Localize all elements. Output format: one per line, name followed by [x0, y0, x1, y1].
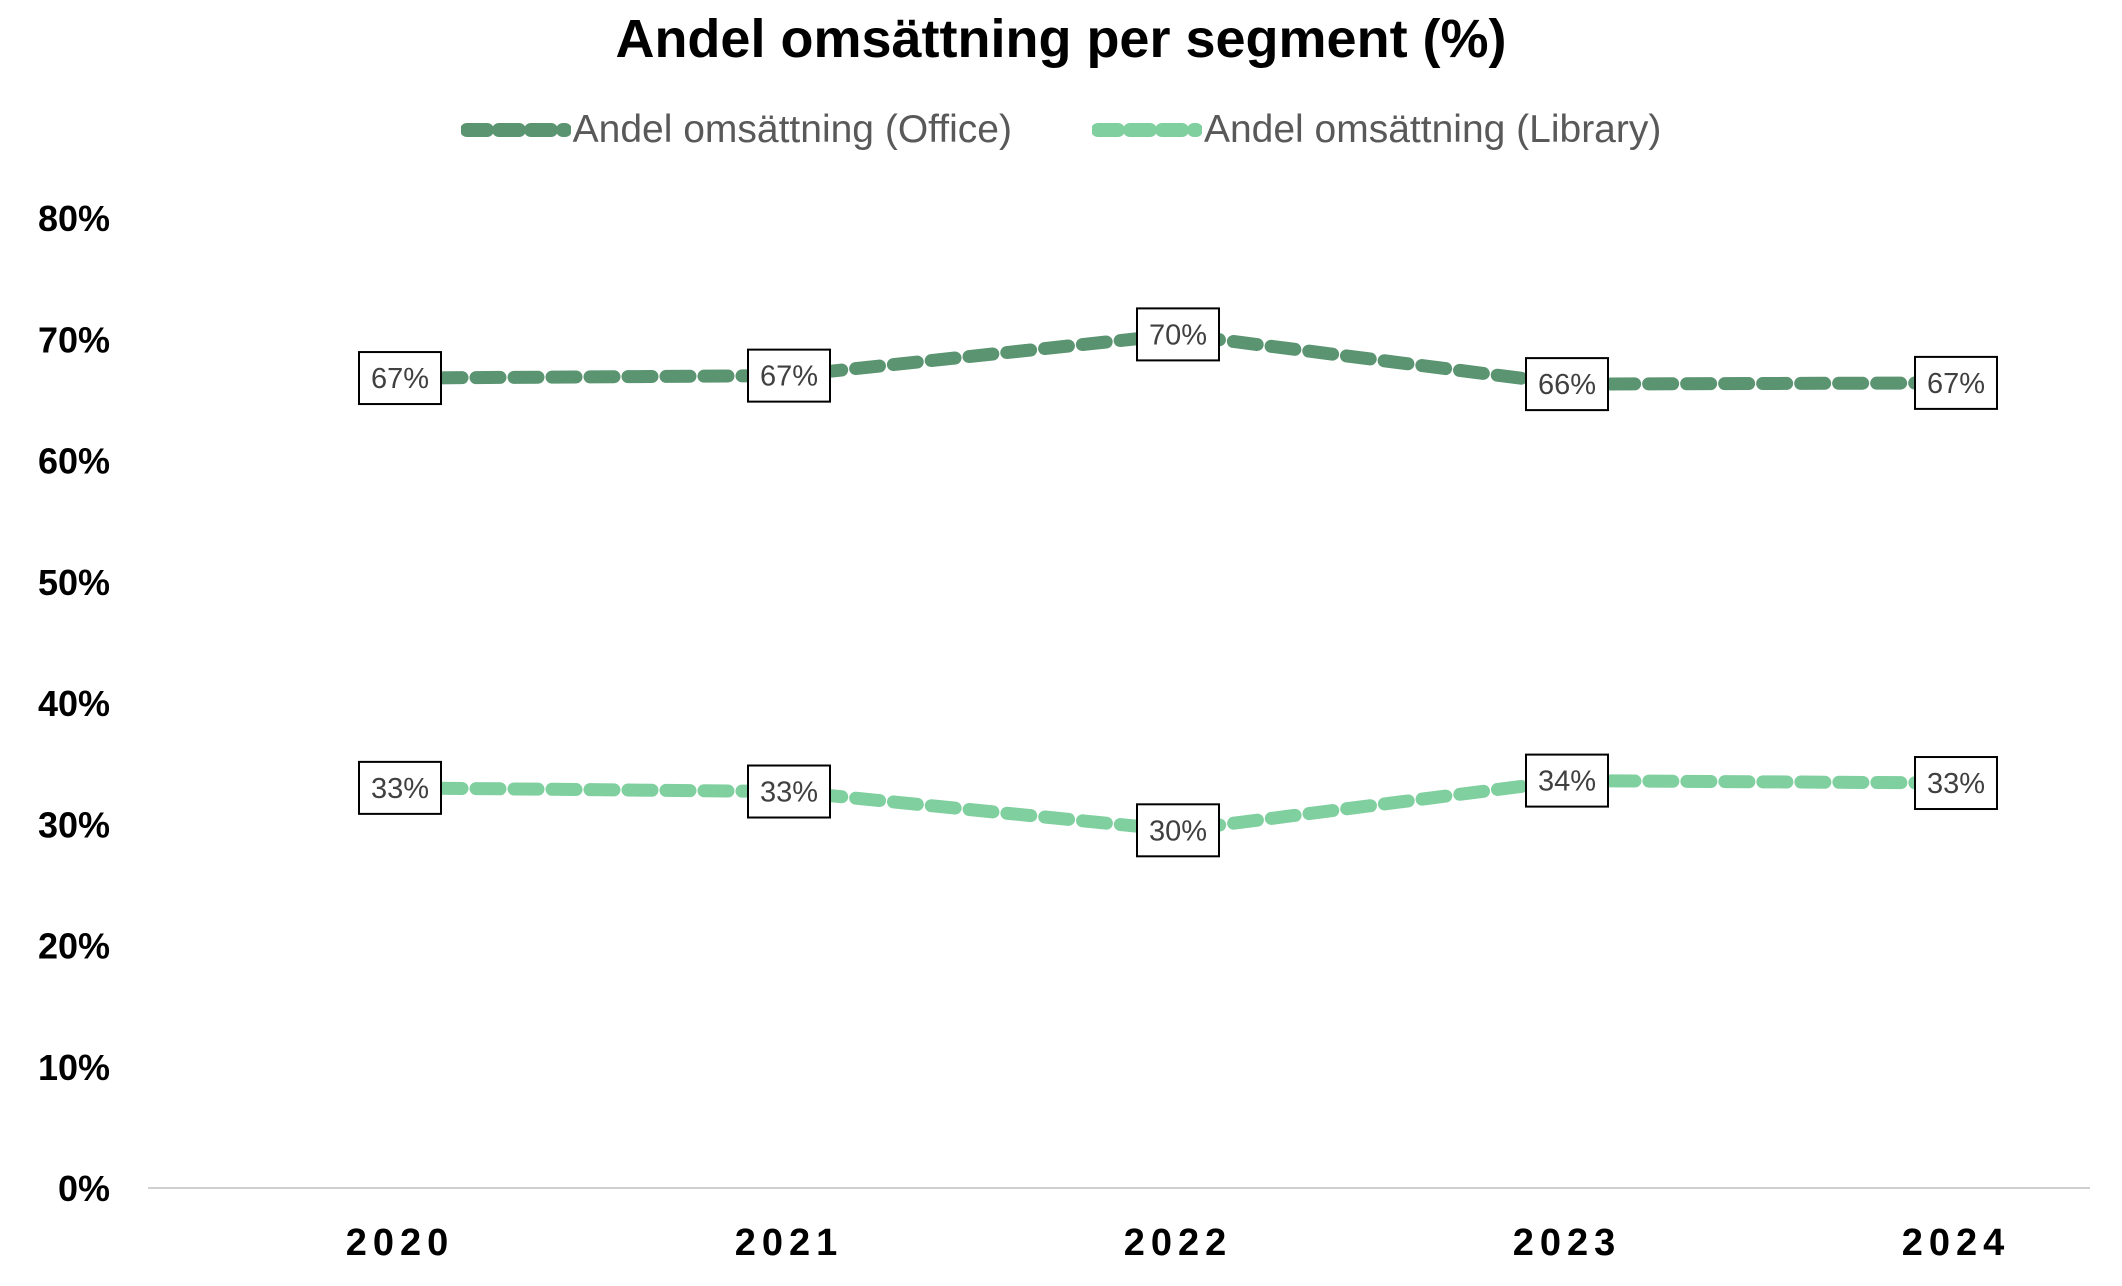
data-label: 67% — [1927, 368, 1985, 400]
y-tick-label: 30% — [38, 804, 110, 845]
data-label-box — [1136, 307, 1220, 362]
data-label: 66% — [1538, 369, 1596, 401]
data-label-box — [1525, 753, 1609, 808]
data-label: 30% — [1149, 815, 1207, 847]
legend-item-office: Andel omsättning (Office) — [460, 108, 1012, 152]
data-label-box — [1914, 756, 1998, 811]
x-tick-label: 2023 — [1513, 1222, 1622, 1264]
chart-legend: Andel omsättning (Office) Andel omsättni… — [0, 108, 2122, 152]
y-tick-label: 80% — [38, 198, 110, 239]
data-label-box — [747, 764, 831, 819]
y-tick-label: 70% — [38, 319, 110, 360]
legend-label-library: Andel omsättning (Library) — [1203, 108, 1662, 151]
data-label-box — [358, 760, 442, 815]
data-label-box — [1525, 357, 1609, 412]
legend-swatch-library — [1091, 123, 1202, 137]
chart-title: Andel omsättning per segment (%) — [615, 9, 1507, 69]
data-label: 34% — [1538, 766, 1596, 798]
data-label-box — [1136, 803, 1220, 858]
data-label: 70% — [1149, 319, 1207, 351]
data-label-box — [358, 351, 442, 406]
data-label: 33% — [760, 777, 818, 809]
data-label-box — [747, 348, 831, 403]
data-label-box — [1914, 355, 1998, 410]
y-tick-label: 10% — [38, 1047, 110, 1088]
data-label: 67% — [760, 361, 818, 393]
y-tick-label: 20% — [38, 926, 110, 967]
x-tick-label: 2021 — [735, 1222, 844, 1264]
data-label: 33% — [371, 773, 429, 805]
y-tick-label: 0% — [58, 1168, 110, 1209]
y-tick-label: 60% — [38, 441, 110, 482]
legend-item-library: Andel omsättning (Library) — [1091, 108, 1662, 152]
y-tick-label: 50% — [38, 562, 110, 603]
x-tick-label: 2022 — [1124, 1222, 1233, 1264]
data-label: 67% — [371, 363, 429, 395]
legend-swatch-office — [460, 123, 571, 137]
x-tick-label: 2024 — [1902, 1222, 2011, 1264]
data-label: 33% — [1927, 768, 1985, 800]
y-tick-label: 40% — [38, 683, 110, 724]
x-tick-label: 2020 — [346, 1222, 455, 1264]
legend-label-office: Andel omsättning (Office) — [572, 108, 1012, 151]
